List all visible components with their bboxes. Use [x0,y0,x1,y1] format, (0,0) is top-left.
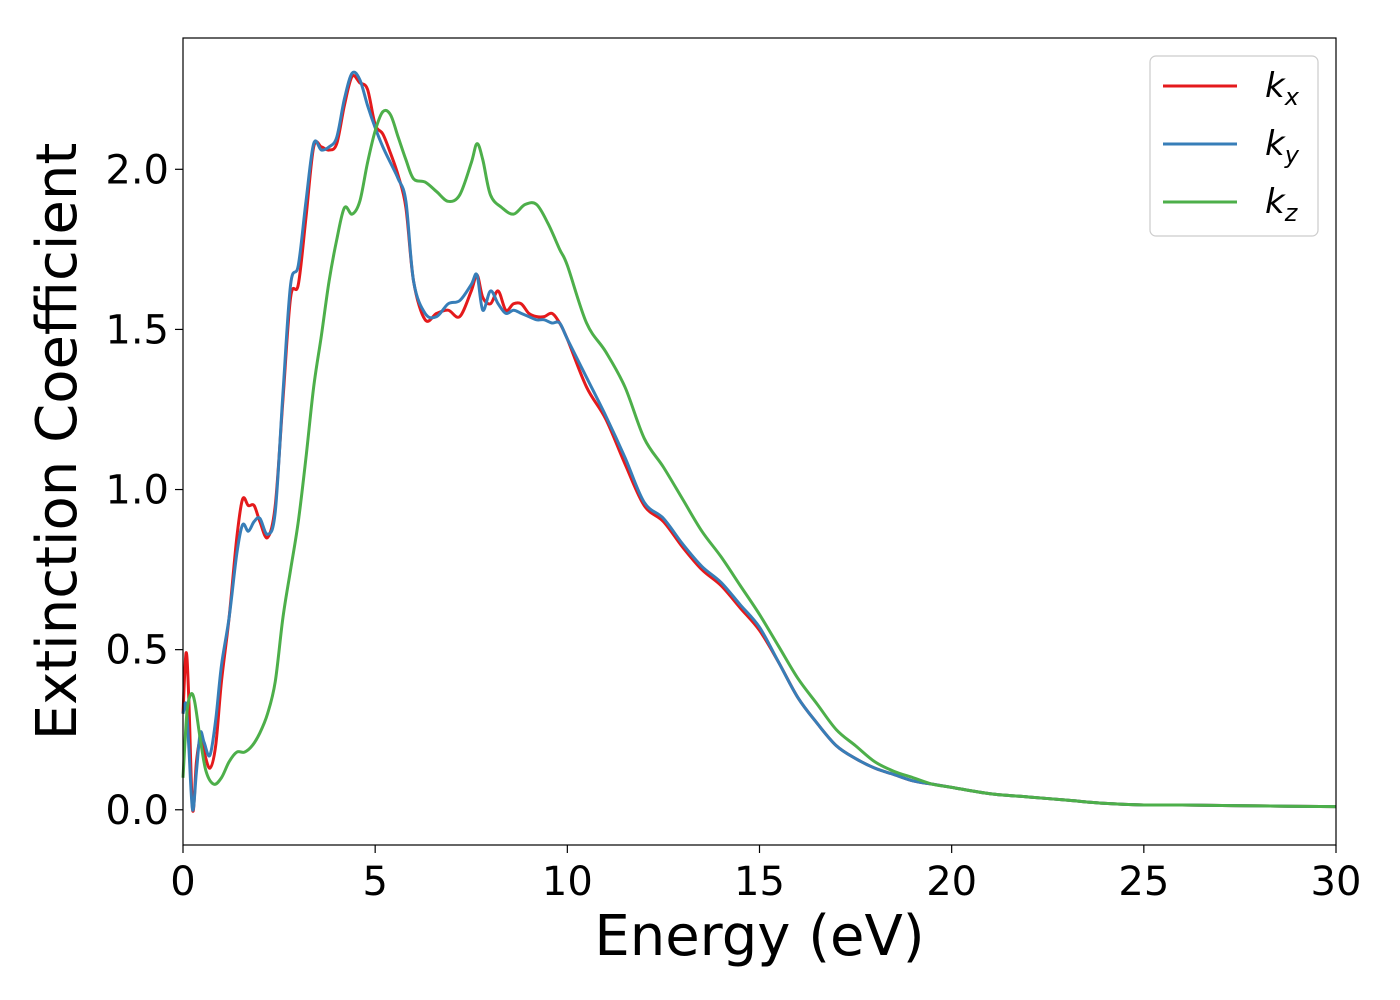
series-lines [181,70,1337,813]
y-axis-ticks: 0.0 0.5 1.0 1.5 2.0 [105,147,183,834]
x-tick-label: 0 [170,859,195,905]
y-tick-label: 1.5 [105,307,169,353]
x-tick-label: 20 [926,859,977,905]
legend: kx ky kz [1149,55,1319,237]
y-tick-label: 0.0 [105,788,169,834]
y-tick-label: 0.5 [105,628,169,674]
x-tick-label: 30 [1311,859,1362,905]
series-line-z [181,108,1337,809]
legend-label-x: kx [1265,66,1300,111]
legend-label-z: kz [1265,182,1299,227]
plot-background [183,38,1336,845]
x-axis-title: Energy (eV) [594,904,924,969]
x-tick-label: 10 [542,859,593,905]
x-tick-label: 25 [1118,859,1169,905]
y-tick-label: 1.0 [105,468,169,514]
x-tick-label: 5 [362,859,387,905]
y-axis-title: Extinction Coefficient [25,143,90,741]
x-tick-label: 15 [734,859,785,905]
legend-label-y: ky [1265,124,1300,169]
x-axis-ticks: 0 5 10 15 20 25 30 [170,845,1361,905]
y-tick-label: 2.0 [105,147,169,193]
series-line-y [181,70,1337,812]
legend-frame [1149,55,1319,237]
